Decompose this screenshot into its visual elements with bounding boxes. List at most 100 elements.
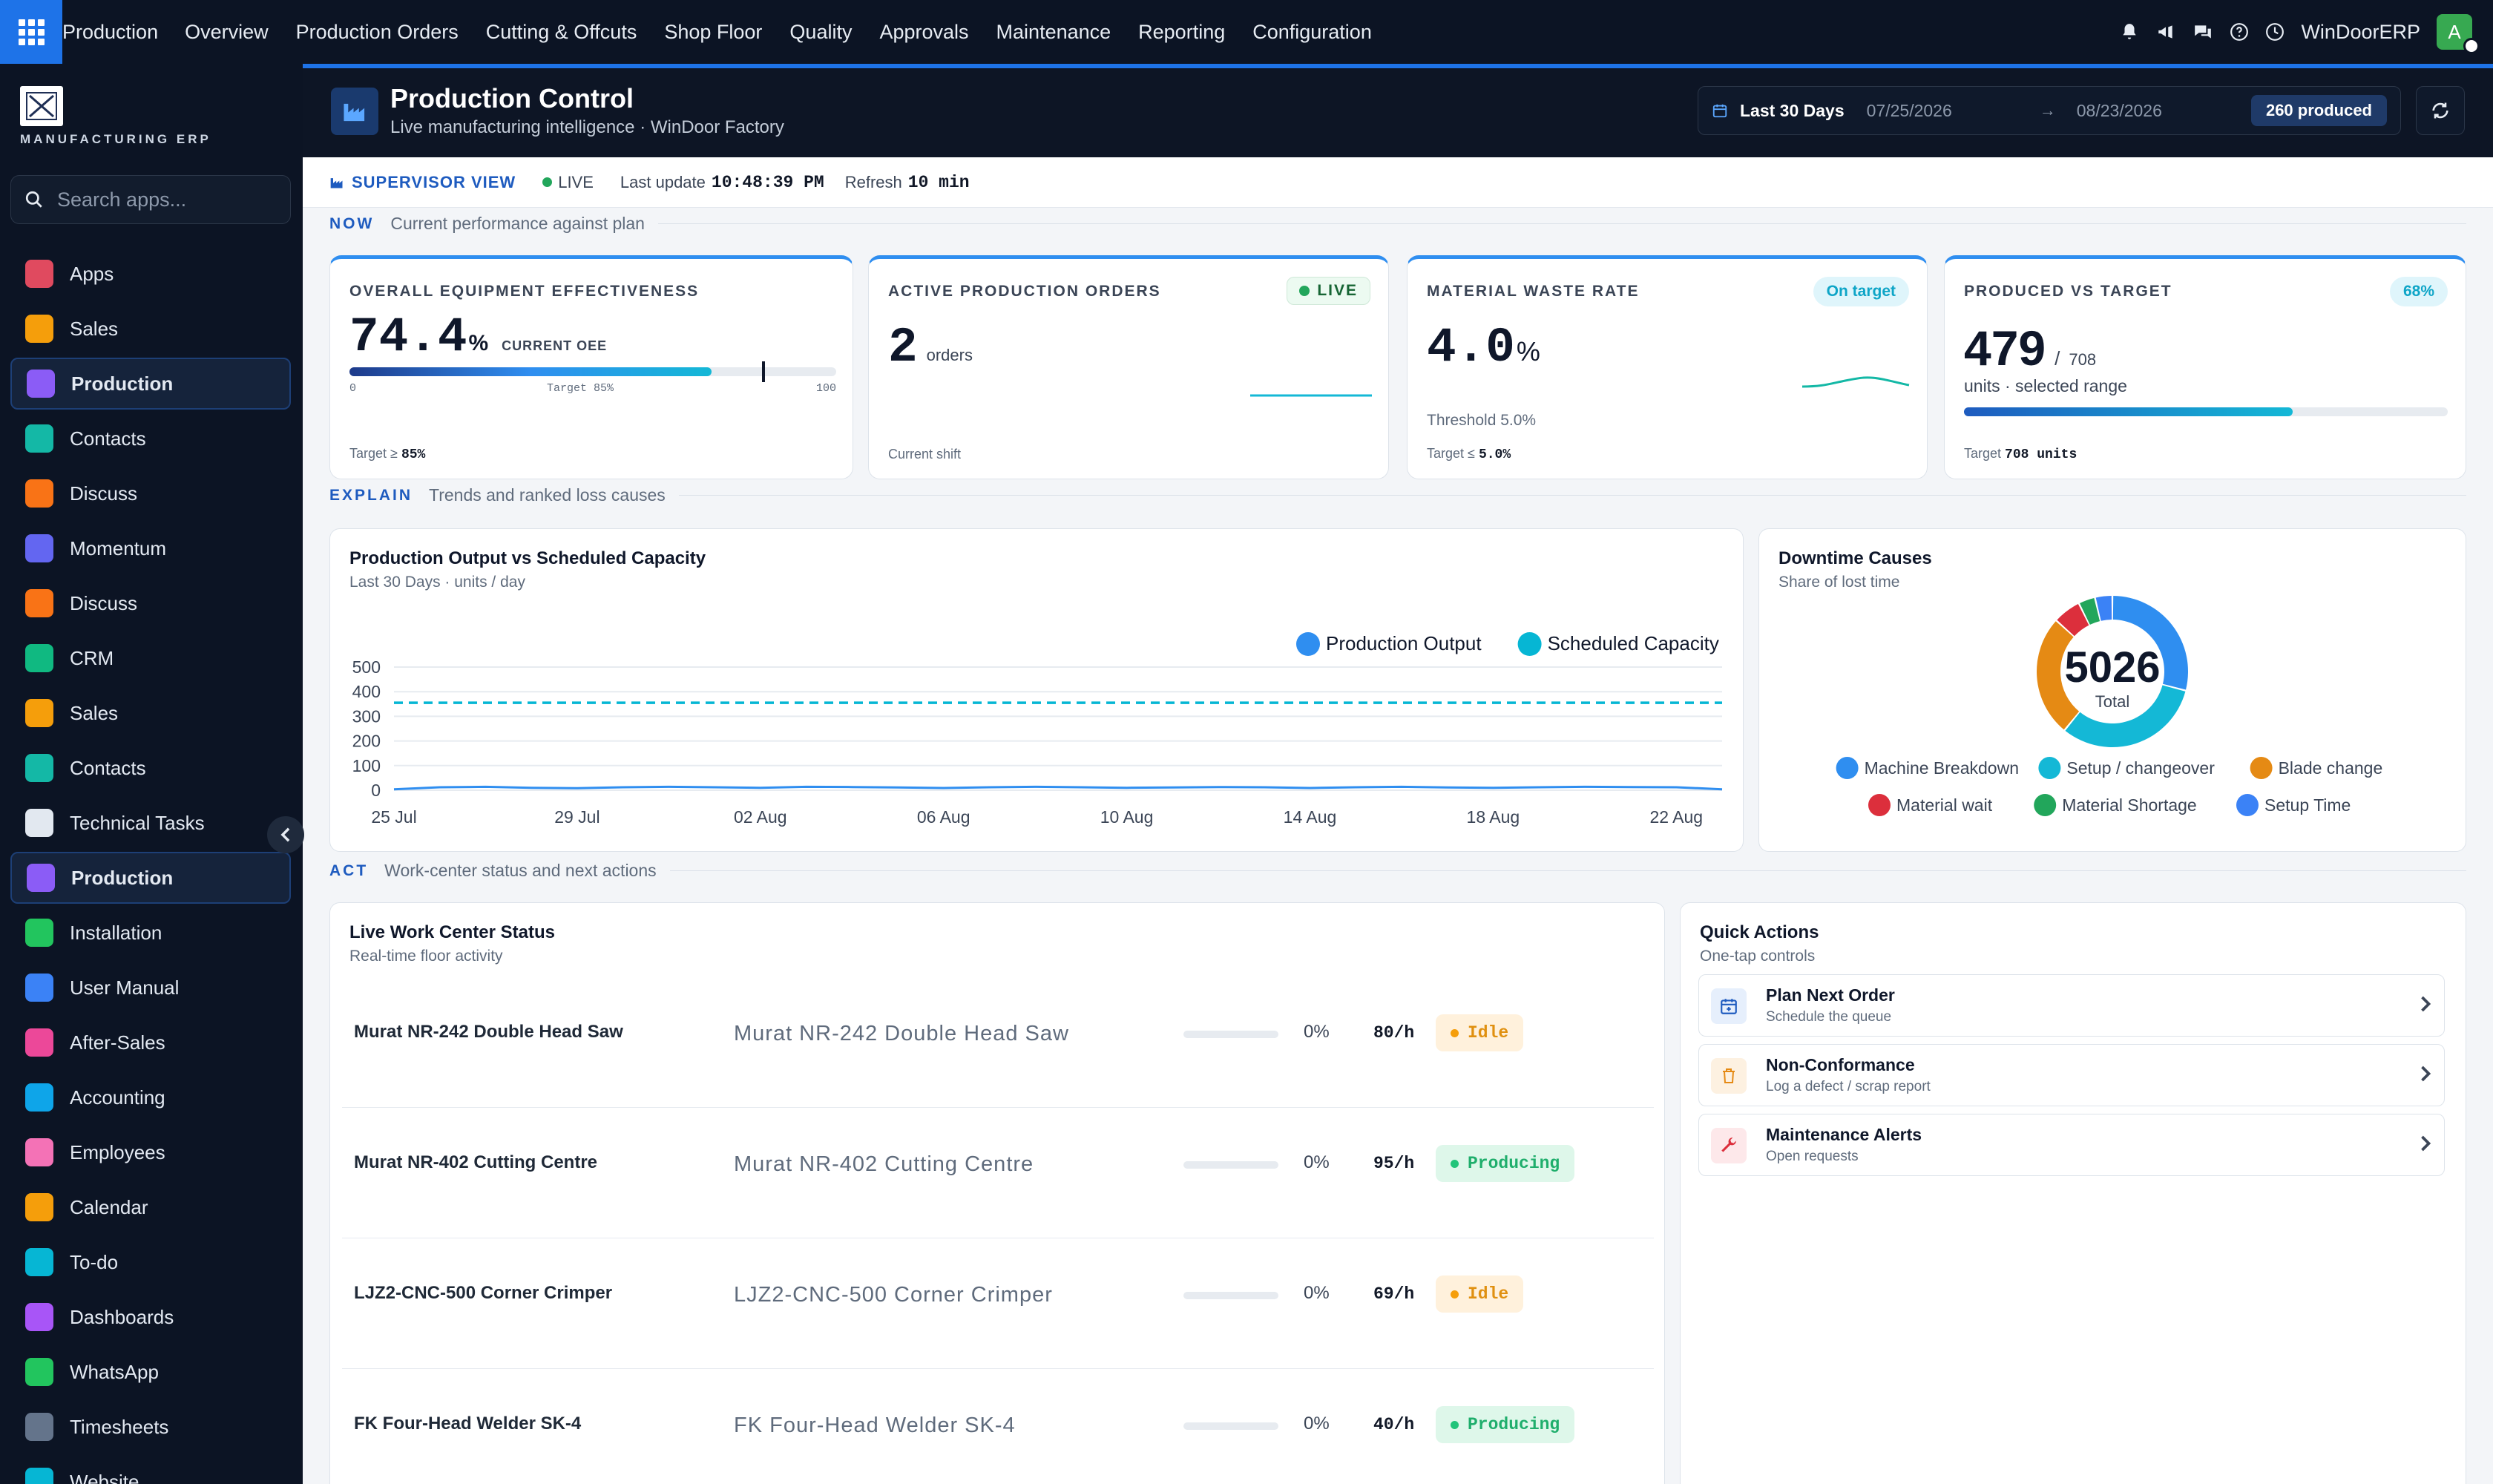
user-avatar[interactable]: A [2437,14,2480,54]
work-center-row[interactable]: Murat NR-242 Double Head Saw Murat NR-242… [342,977,1654,1108]
installation-icon [25,919,53,947]
clock-icon[interactable] [2265,22,2285,42]
sidebar-item-contacts[interactable]: Contacts [10,413,291,464]
donut-slice-blade-change[interactable] [2037,621,2080,730]
chart-icon [330,177,343,188]
sidebar-item-production[interactable]: Production [10,358,291,410]
bell-icon[interactable] [2120,22,2139,42]
donut-slice-material-wait[interactable] [2057,604,2089,637]
accounting-icon [25,1083,53,1112]
nav-reporting[interactable]: Reporting [1138,20,1226,43]
legend-label[interactable]: Production Output [1326,632,1482,654]
app-brand-menu[interactable]: Production [62,20,159,43]
sidebar-item-production[interactable]: Production [10,852,291,904]
nav-overview[interactable]: Overview [185,20,269,43]
sidebar-item-whatsapp[interactable]: WhatsApp [10,1346,291,1398]
nav-quality[interactable]: Quality [789,20,853,43]
nav-maintenance[interactable]: Maintenance [996,20,1111,43]
donut-slice-machine-breakdown[interactable] [2112,596,2188,690]
series-line-production-output[interactable] [393,785,1723,791]
legend-label[interactable]: Scheduled Capacity [1548,632,1719,654]
company-switcher[interactable]: WinDoorERP [2301,20,2420,43]
nav-approvals[interactable]: Approvals [879,20,969,43]
kpi-label: OVERALL EQUIPMENT EFFECTIVENESS [349,283,700,300]
sidebar-collapse-button[interactable] [267,816,304,853]
range-arrow: → [2039,101,2056,119]
sidebar-item-discuss[interactable]: Discuss [10,467,291,519]
work-center-row[interactable]: FK Four-Head Welder SK-4 FK Four-Head Wel… [342,1369,1654,1484]
sidebar-item-momentum[interactable]: Momentum [10,522,291,574]
sidebar-item-to-do[interactable]: To-do [10,1236,291,1288]
legend-swatch [1868,794,1891,816]
sidebar-item-website[interactable]: Website [10,1456,291,1484]
quick-action-non-conformance[interactable]: Non-Conformance Log a defect / scrap repo… [1698,1044,2445,1106]
donut-slice-setup-changeover[interactable] [2065,685,2186,747]
date-from[interactable]: 07/25/2026 [1866,100,1952,120]
quick-action-plan-next-order[interactable]: Plan Next Order Schedule the queue [1698,974,2445,1037]
status-label: Idle [1468,1023,1509,1043]
sidebar-item-calendar[interactable]: Calendar [10,1181,291,1233]
sidebar-item-after-sales[interactable]: After-Sales [10,1017,291,1068]
work-center-row[interactable]: LJZ2-CNC-500 Corner Crimper LJZ2-CNC-500 … [342,1238,1654,1369]
sales-icon [25,699,53,727]
last-update-label: Last update [620,172,706,191]
nav-cutting-offcuts[interactable]: Cutting & Offcuts [485,20,637,43]
sidebar-item-contacts[interactable]: Contacts [10,742,291,794]
nav-production-orders[interactable]: Production Orders [295,20,459,43]
kpi-produced-card[interactable]: PRODUCED VS TARGET 68% 479 / 708 units ·… [1944,255,2466,479]
live-dot [542,177,553,187]
date-range-picker[interactable]: Last 30 Days 07/25/2026 → 08/23/2026 260… [1698,86,2401,135]
machine-name: Murat NR-242 Double Head Saw [734,1022,1069,1045]
donut-slice-material-shortage[interactable] [2080,598,2101,625]
work-center-row[interactable]: Murat NR-402 Cutting Centre Murat NR-402 … [342,1108,1654,1238]
date-to[interactable]: 08/23/2026 [2076,100,2162,120]
live-badge: LIVE [1287,277,1370,305]
card-subtitle: One-tap controls [1700,948,1816,965]
kpi-footer: Target 708 units [1964,446,2077,462]
refresh-button[interactable] [2416,86,2465,135]
app-grid-button[interactable] [0,0,62,64]
help-icon[interactable] [2230,22,2249,42]
throughput-rate: 95/h [1373,1154,1415,1173]
sidebar-item-label: Technical Tasks [70,811,205,834]
sidebar-item-technical-tasks[interactable]: Technical Tasks [10,797,291,849]
kpi-waste-card[interactable]: MATERIAL WASTE RATE On target 4.0 % Thre… [1407,255,1928,479]
produced-badge: 260 produced [2250,95,2387,126]
quick-action-maintenance-alerts[interactable]: Maintenance Alerts Open requests [1698,1114,2445,1176]
sidebar-item-accounting[interactable]: Accounting [10,1071,291,1123]
chat-icon[interactable] [2193,22,2213,42]
legend-label[interactable]: Material Shortage [2062,795,2197,815]
legend-label[interactable]: Machine Breakdown [1865,758,2019,778]
kpi-label: ACTIVE PRODUCTION ORDERS [888,283,1161,300]
sidebar-item-sales[interactable]: Sales [10,687,291,739]
sidebar-item-user-manual[interactable]: User Manual [10,962,291,1014]
legend-label[interactable]: Setup Time [2264,795,2351,815]
live-dot [1299,286,1310,296]
sidebar-item-apps[interactable]: Apps [10,248,291,300]
section-divider [678,495,2466,496]
nav-configuration[interactable]: Configuration [1252,20,1372,43]
nav-shop-floor[interactable]: Shop Floor [664,20,763,43]
sidebar-item-employees[interactable]: Employees [10,1126,291,1178]
sidebar-item-timesheets[interactable]: Timesheets [10,1401,291,1453]
legend-label[interactable]: Setup / changeover [2066,758,2215,778]
kpi-oee-card[interactable]: OVERALL EQUIPMENT EFFECTIVENESS 74.4 % C… [329,255,853,479]
range-preset[interactable]: Last 30 Days [1740,100,1845,120]
megaphone-icon[interactable] [2155,22,2176,42]
orders-unit: orders [926,346,973,364]
sidebar-item-installation[interactable]: Installation [10,907,291,959]
status-dot [1451,1420,1459,1429]
donut-slice-setup-time[interactable] [2095,596,2112,621]
kpi-orders-card[interactable]: ACTIVE PRODUCTION ORDERS LIVE 2 orders C… [868,255,1389,479]
sidebar-item-sales[interactable]: Sales [10,303,291,355]
oee-gauge-fill [349,367,712,376]
sidebar-item-discuss[interactable]: Discuss [10,577,291,629]
sidebar-item-crm[interactable]: CRM [10,632,291,684]
app-search-input[interactable]: Search apps... [10,175,291,224]
sidebar-item-dashboards[interactable]: Dashboards [10,1291,291,1343]
contacts-icon [25,424,53,453]
sidebar: MANUFACTURING ERP Search apps... Apps Sal… [0,64,304,1484]
legend-label[interactable]: Blade change [2279,758,2383,778]
technical-tasks-icon [25,809,53,837]
legend-label[interactable]: Material wait [1896,795,1993,815]
